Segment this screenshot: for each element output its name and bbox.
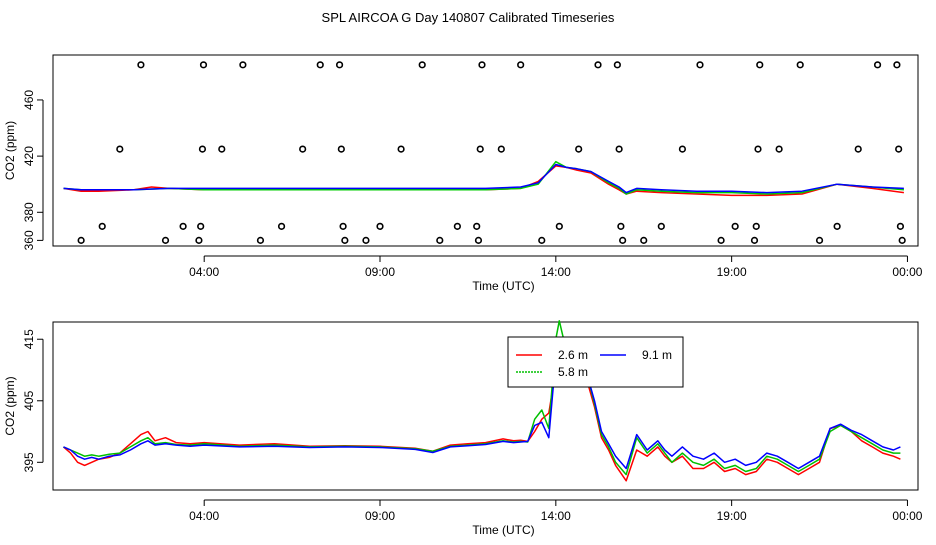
legend: 2.6 m 9.1 m 5.8 m xyxy=(507,336,684,388)
data-point xyxy=(337,145,345,153)
data-point xyxy=(418,61,426,69)
data-point xyxy=(179,222,187,230)
legend-label: 2.6 m xyxy=(558,348,588,362)
upper-panel: 04:00 09:00 14:00 19:00 00:00 Time (UTC) 360 38… xyxy=(3,54,923,293)
data-point xyxy=(893,61,901,69)
data-point xyxy=(436,236,444,244)
legend-label: 9.1 m xyxy=(642,348,672,362)
x-tick-label: 09:00 xyxy=(365,509,395,523)
data-point xyxy=(815,236,824,244)
data-point xyxy=(98,222,106,230)
data-point xyxy=(474,236,483,244)
data-point xyxy=(538,236,546,244)
data-point xyxy=(717,236,725,244)
data-point xyxy=(756,61,764,69)
y-axis-label: CO2 (ppm) xyxy=(3,376,17,435)
y-tick-label: 360 xyxy=(22,230,36,250)
series-line-0 xyxy=(63,165,904,197)
series-line-1 xyxy=(63,160,904,195)
data-point xyxy=(137,61,145,69)
y-tick-label: 395 xyxy=(22,452,36,472)
data-point xyxy=(619,236,627,244)
data-point xyxy=(316,61,324,69)
y-tick-label: 405 xyxy=(22,390,36,410)
data-point xyxy=(473,222,481,230)
data-point xyxy=(898,236,906,244)
data-point xyxy=(594,61,602,69)
x-axis-label: Time (UTC) xyxy=(472,523,534,537)
data-point xyxy=(696,61,704,69)
data-point xyxy=(617,222,625,230)
lower-panel: 04:00 09:00 14:00 19:00 00:00 Time (UTC) 395 40… xyxy=(3,320,923,537)
data-point xyxy=(517,61,525,69)
x-tick-label: 09:00 xyxy=(365,265,395,279)
x-tick-label: 04:00 xyxy=(189,509,219,523)
x-tick-label: 04:00 xyxy=(189,265,219,279)
series-line-2 xyxy=(63,163,904,194)
data-point xyxy=(161,236,170,244)
series-line-9-1-m xyxy=(63,338,901,470)
x-tick-label: 14:00 xyxy=(541,509,571,523)
data-point xyxy=(341,236,349,244)
y-tick-label: 380 xyxy=(22,202,36,222)
data-point xyxy=(239,61,247,69)
data-point xyxy=(478,61,486,69)
x-tick-label: 19:00 xyxy=(717,509,747,523)
data-point xyxy=(198,145,207,153)
y-tick-label: 460 xyxy=(22,90,36,110)
data-point xyxy=(731,222,739,230)
data-point xyxy=(873,61,882,69)
y-tick-label: 420 xyxy=(22,146,36,166)
data-point xyxy=(796,61,804,69)
data-point xyxy=(854,145,862,153)
data-point xyxy=(195,236,203,244)
data-point xyxy=(116,145,124,153)
data-point xyxy=(896,222,905,230)
data-point xyxy=(640,236,648,244)
data-point xyxy=(752,222,760,230)
data-point xyxy=(754,145,762,153)
data-point xyxy=(615,145,623,153)
data-point xyxy=(335,61,344,69)
plot-frame xyxy=(52,321,919,491)
y-axis-label: CO2 (ppm) xyxy=(3,121,17,180)
data-point xyxy=(497,145,505,153)
data-point xyxy=(476,145,484,153)
data-point xyxy=(657,222,665,230)
x-tick-label: 00:00 xyxy=(892,265,922,279)
legend-label: 5.8 m xyxy=(558,365,588,379)
data-point xyxy=(339,222,347,230)
x-axis-label: Time (UTC) xyxy=(472,279,534,293)
data-point xyxy=(775,145,783,153)
data-point xyxy=(575,145,583,153)
legend-box xyxy=(507,336,684,388)
data-point xyxy=(299,145,307,153)
data-point xyxy=(555,222,563,230)
data-point xyxy=(256,236,265,244)
data-point xyxy=(453,222,461,230)
data-point xyxy=(833,222,841,230)
data-point xyxy=(895,145,903,153)
x-tick-label: 14:00 xyxy=(541,265,571,279)
y-tick-label: 415 xyxy=(22,329,36,349)
data-point xyxy=(197,222,205,230)
data-point xyxy=(218,145,226,153)
data-point xyxy=(277,222,286,230)
x-tick-label: 00:00 xyxy=(892,509,922,523)
series-line-2-6-m xyxy=(63,341,901,482)
data-point xyxy=(77,236,85,244)
chart-title: SPL AIRCOA G Day 140807 Calibrated Times… xyxy=(322,10,615,25)
data-point xyxy=(376,222,384,230)
data-point xyxy=(362,236,370,244)
plot-frame xyxy=(52,54,919,247)
data-point xyxy=(199,61,208,69)
series-line-5-8-m xyxy=(63,320,901,476)
x-tick-label: 19:00 xyxy=(717,265,747,279)
data-point xyxy=(750,236,759,244)
data-point xyxy=(397,145,405,153)
data-point xyxy=(613,61,621,69)
data-point xyxy=(678,145,687,153)
